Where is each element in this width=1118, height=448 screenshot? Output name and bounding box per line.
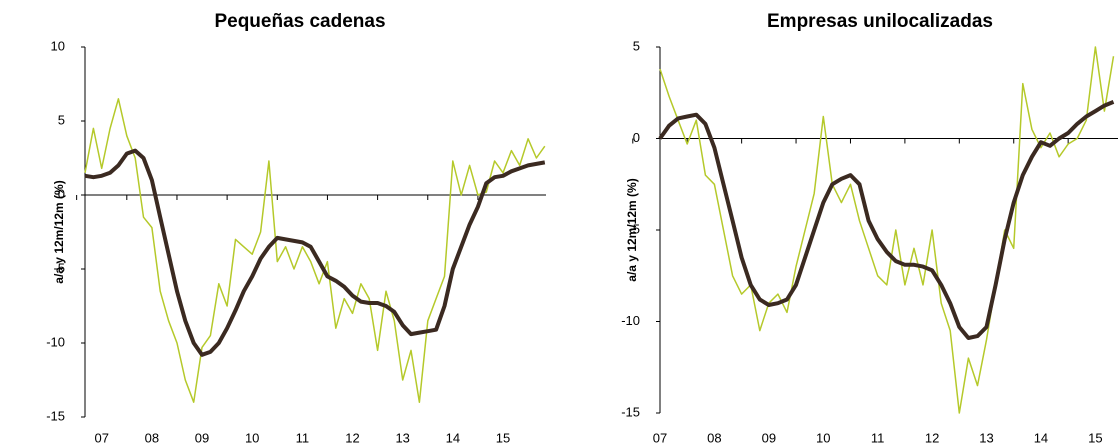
y-tick-label: -10 <box>46 334 65 349</box>
x-tick-label: 07 <box>653 430 667 445</box>
y-tick-label: -15 <box>621 404 640 419</box>
x-tick-label: 10 <box>245 430 259 445</box>
y-tick-label: 0 <box>58 186 65 201</box>
y-tick-label: -10 <box>621 313 640 328</box>
x-tick-label: 11 <box>871 430 885 445</box>
line-series <box>84 98 546 403</box>
chart-title: Pequeñas cadenas <box>214 11 385 32</box>
y-tick-label: 5 <box>633 38 640 53</box>
line-series <box>84 148 546 357</box>
x-tick-label: 11 <box>296 430 310 445</box>
x-tick-label: 08 <box>145 430 159 445</box>
x-tick-label: 09 <box>195 430 209 445</box>
y-axis-label: a/a y 12m/12m (%) <box>52 180 66 283</box>
line-series <box>658 100 1115 340</box>
x-tick-label: 08 <box>707 430 721 445</box>
x-tick-label: 09 <box>762 430 776 445</box>
x-tick-label: 14 <box>1034 430 1048 445</box>
y-tick-label: 10 <box>51 38 65 53</box>
x-tick-label: 12 <box>345 430 359 445</box>
x-tick-label: 14 <box>446 430 460 445</box>
y-tick-label: -5 <box>53 260 65 275</box>
x-tick-label: 15 <box>1088 430 1102 445</box>
x-tick-label: 10 <box>816 430 830 445</box>
x-tick-label: 12 <box>925 430 939 445</box>
x-tick-label: 13 <box>395 430 409 445</box>
y-tick-label: -15 <box>46 408 65 423</box>
x-tick-label: 15 <box>496 430 510 445</box>
line-series <box>659 46 1115 414</box>
y-tick-label: 0 <box>633 130 640 145</box>
y-tick-label: -5 <box>628 221 640 236</box>
y-axis-label: a/a y 12m/12m (%) <box>625 178 639 281</box>
chart-title: Empresas unilocalizadas <box>767 11 993 32</box>
x-tick-label: 13 <box>979 430 993 445</box>
y-tick-label: 5 <box>58 112 65 127</box>
x-tick-label: 07 <box>94 430 108 445</box>
